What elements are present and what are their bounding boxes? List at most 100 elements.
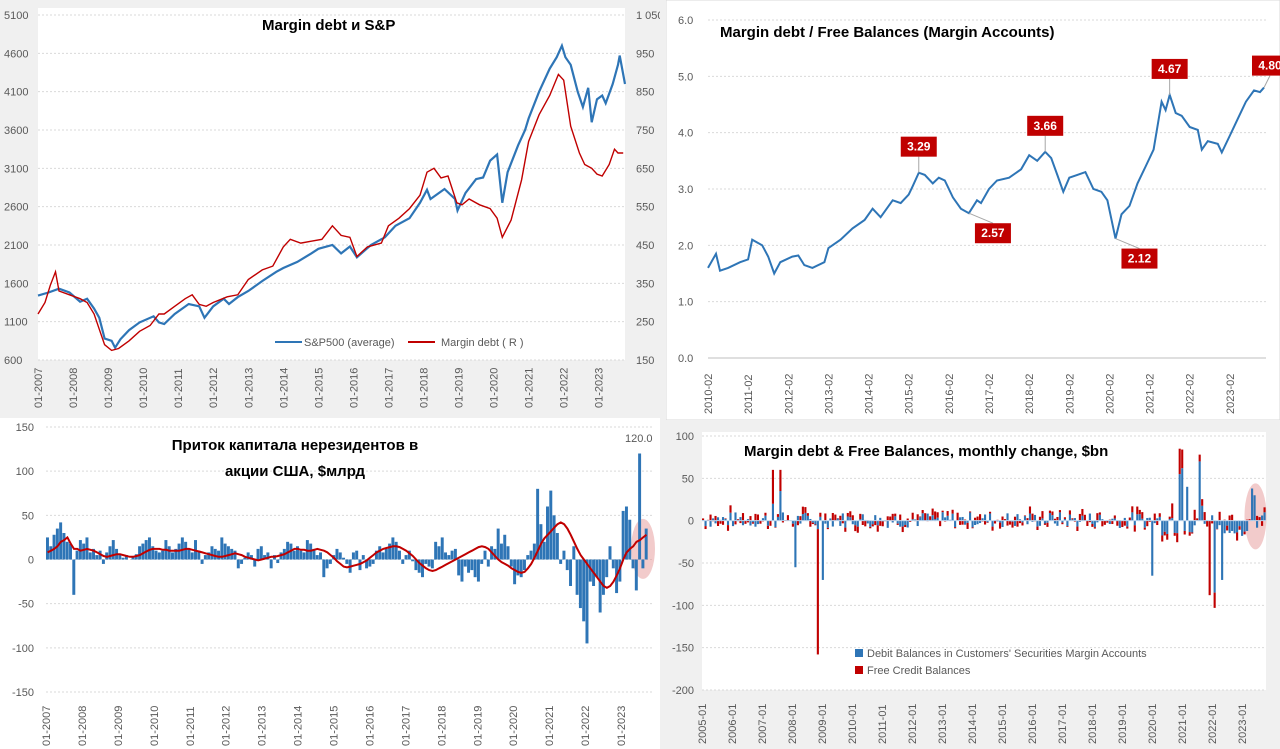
bar-debit <box>1068 514 1071 521</box>
bar-debit <box>961 516 964 521</box>
bar <box>565 559 569 571</box>
series-line-ratio <box>707 86 1265 276</box>
bar <box>65 541 69 560</box>
bar-debit <box>954 520 957 528</box>
series-line-margin-debt <box>37 73 624 352</box>
bar-credit <box>859 513 862 520</box>
bar-credit <box>1163 531 1166 536</box>
y-tick-label: 4.0 <box>678 128 693 140</box>
x-tick-label: 2022-01 <box>1207 704 1219 744</box>
bar-credit <box>751 522 755 524</box>
bar <box>552 515 556 560</box>
bar-credit <box>1136 506 1139 515</box>
bar-credit <box>1101 520 1104 527</box>
bar-debit <box>886 520 889 528</box>
bar-debit <box>1246 520 1249 531</box>
bar-debit <box>1173 520 1176 533</box>
bar-debit <box>806 515 809 521</box>
x-tick-label: 01-2019 <box>454 368 466 408</box>
bar <box>496 528 500 560</box>
bar-credit <box>909 520 912 522</box>
bar <box>131 556 135 560</box>
bar-credit <box>876 525 879 532</box>
bar-debit <box>1063 518 1066 521</box>
bar-debit <box>1111 518 1114 521</box>
y-right-tick-label: 950 <box>636 48 654 60</box>
x-tick-label: 01-2015 <box>313 368 325 408</box>
bar-debit <box>1018 519 1022 521</box>
bar <box>121 557 125 560</box>
bar-credit <box>799 516 802 521</box>
bar-debit <box>774 520 777 528</box>
bar-debit <box>804 512 807 521</box>
bar <box>69 543 72 560</box>
bar-debit <box>1198 461 1201 521</box>
bar-credit <box>1263 507 1266 513</box>
bar-credit <box>1261 520 1264 526</box>
bar-debit <box>791 520 794 524</box>
bar-credit <box>979 514 982 521</box>
annotation-label: 2.57 <box>981 226 1005 240</box>
bar-credit <box>769 520 772 526</box>
bar-credit <box>776 514 779 517</box>
bar-debit <box>1178 474 1181 521</box>
plot-area <box>38 8 625 360</box>
bar-credit <box>976 516 979 521</box>
bar <box>151 546 155 560</box>
bar-credit <box>906 518 909 521</box>
bar-debit <box>1161 520 1164 536</box>
bar-credit <box>871 524 874 527</box>
bar <box>147 537 151 560</box>
bar-credit <box>744 520 747 524</box>
y-right-tick-label: 450 <box>636 240 654 252</box>
bar <box>355 550 359 560</box>
bar <box>513 559 517 585</box>
bar-credit <box>1166 533 1169 540</box>
bar-credit <box>766 525 769 529</box>
bar-credit <box>1226 525 1229 531</box>
bar <box>582 559 586 622</box>
x-tick-label: 01-2022 <box>580 706 592 746</box>
bar-debit <box>914 519 917 521</box>
bar-debit <box>816 520 819 530</box>
bar-debit <box>1238 520 1241 527</box>
bar-debit <box>1101 519 1104 521</box>
bar-credit <box>1001 516 1004 521</box>
bar-debit <box>1193 520 1196 526</box>
y-right-tick-label: 150 <box>636 355 654 367</box>
bar <box>180 537 184 560</box>
bar-credit <box>844 527 847 532</box>
x-tick-label: 01-2008 <box>77 706 89 746</box>
bar-debit <box>1151 520 1154 576</box>
y-tick-label: 0 <box>28 555 34 567</box>
bar-credit <box>1178 448 1181 475</box>
bar-credit <box>1236 532 1239 541</box>
bar-credit <box>804 507 807 513</box>
bar <box>529 550 533 560</box>
bar-credit <box>988 511 992 514</box>
bar-debit <box>1133 520 1136 526</box>
annotation-box <box>1151 58 1188 79</box>
bar-debit <box>721 517 725 521</box>
bar-credit <box>1041 511 1044 519</box>
bar <box>286 541 290 560</box>
bar-credit <box>1008 521 1012 525</box>
bar-debit <box>916 520 919 527</box>
bar <box>203 555 207 560</box>
bar-debit <box>1026 520 1029 525</box>
bar-debit <box>851 520 854 525</box>
chart2-svg: 0.0 1.0 2.0 3.0 4.0 5.0 6.0 2010-02 2011-02 2012-… <box>666 0 1280 420</box>
bar-debit <box>899 520 902 527</box>
bar-credit <box>1048 510 1051 514</box>
bar <box>588 559 592 582</box>
bar <box>256 548 260 560</box>
bar-credit <box>939 520 942 527</box>
bar-debit <box>969 512 972 521</box>
bar-debit <box>1263 512 1266 521</box>
bar-credit <box>1053 518 1056 521</box>
bar-credit <box>734 520 737 525</box>
bar-debit <box>841 513 844 521</box>
bar <box>345 559 349 564</box>
moving-average-line <box>47 521 648 589</box>
bar-debit <box>1036 520 1039 527</box>
